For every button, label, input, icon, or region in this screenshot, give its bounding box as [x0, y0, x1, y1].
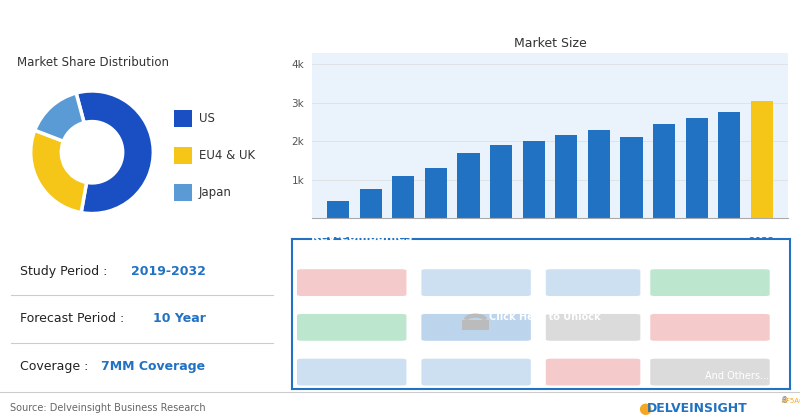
Bar	[458, 153, 479, 218]
FancyBboxPatch shape	[422, 359, 531, 386]
Text: Click Here to Unlock: Click Here to Unlock	[490, 312, 601, 322]
Wedge shape	[30, 130, 86, 213]
Text: Coverage :: Coverage :	[20, 360, 92, 373]
FancyBboxPatch shape	[422, 314, 531, 341]
FancyBboxPatch shape	[650, 359, 770, 386]
FancyBboxPatch shape	[297, 269, 406, 296]
Text: ®: ®	[781, 396, 788, 405]
FancyBboxPatch shape	[546, 269, 640, 296]
Text: 2019-2032: 2019-2032	[130, 265, 206, 278]
Text: Market Press Release: Market Press Release	[274, 13, 526, 38]
Bar	[327, 201, 349, 218]
Bar	[360, 189, 382, 218]
Bar	[718, 112, 741, 218]
Text: Forecast Period :: Forecast Period :	[20, 312, 128, 325]
FancyBboxPatch shape	[546, 314, 640, 341]
Bar	[555, 135, 578, 218]
Text: Market Share Distribution: Market Share Distribution	[17, 57, 169, 69]
Text: 2032: 2032	[749, 237, 775, 247]
Text: ●: ●	[638, 401, 652, 415]
Title: Market Size: Market Size	[514, 37, 586, 50]
Bar	[425, 168, 447, 218]
Bar	[522, 141, 545, 218]
FancyBboxPatch shape	[650, 269, 770, 296]
Bar	[174, 110, 192, 127]
FancyBboxPatch shape	[297, 359, 406, 386]
Bar	[174, 147, 192, 164]
FancyBboxPatch shape	[546, 359, 640, 386]
Bar	[462, 320, 489, 330]
Text: #F5A623: #F5A623	[780, 398, 800, 404]
Bar	[751, 101, 773, 218]
Text: And Others...: And Others...	[706, 371, 770, 381]
Text: Key Companies: Key Companies	[311, 231, 413, 244]
Bar	[686, 118, 708, 218]
Bar	[653, 124, 675, 218]
Text: 7MM Coverage: 7MM Coverage	[101, 360, 206, 373]
Bar	[392, 176, 414, 218]
FancyBboxPatch shape	[650, 314, 770, 341]
Text: EU4 & UK: EU4 & UK	[199, 149, 255, 162]
FancyBboxPatch shape	[297, 314, 406, 341]
Bar	[588, 130, 610, 218]
Text: US: US	[199, 112, 214, 125]
Wedge shape	[76, 91, 154, 213]
Bar	[490, 145, 512, 218]
FancyBboxPatch shape	[422, 269, 531, 296]
Text: Source: Delveinsight Business Research: Source: Delveinsight Business Research	[10, 403, 206, 413]
Text: Japan: Japan	[199, 186, 232, 199]
Text: DELVEINSIGHT: DELVEINSIGHT	[646, 402, 747, 415]
Text: (Years): (Years)	[532, 237, 568, 247]
Text: Study Period :: Study Period :	[20, 265, 111, 278]
Bar	[174, 184, 192, 200]
Bar	[621, 137, 642, 218]
Text: 10 Year: 10 Year	[153, 312, 206, 325]
Wedge shape	[34, 93, 84, 141]
Text: 2019: 2019	[325, 237, 351, 247]
